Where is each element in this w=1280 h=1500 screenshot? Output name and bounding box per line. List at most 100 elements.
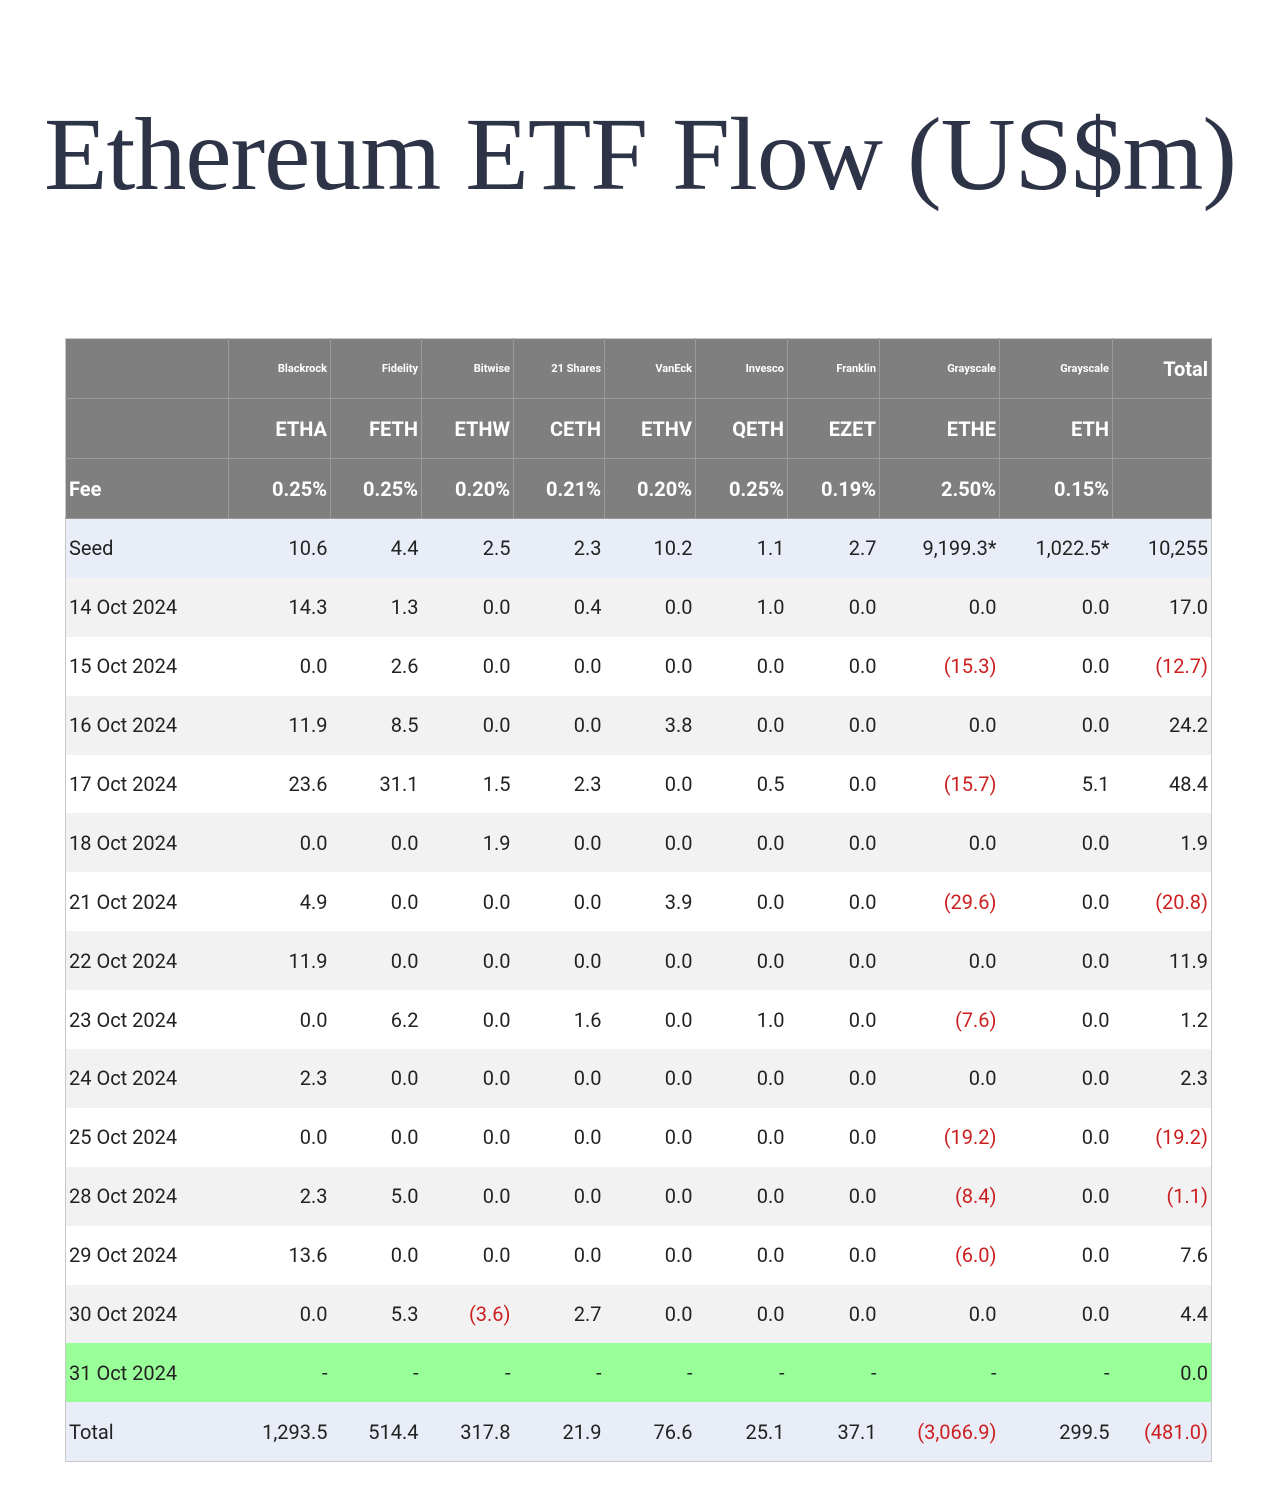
flow-value: 10.2	[604, 518, 696, 578]
flow-value: (15.3)	[879, 636, 1000, 696]
flow-value: 0.0	[879, 1284, 1000, 1344]
flow-value: -	[228, 1343, 331, 1403]
flow-value: -	[330, 1343, 422, 1403]
flow-value: 10,255	[1112, 518, 1212, 578]
flow-value: 0.0	[330, 1049, 422, 1108]
flow-value: 13.6	[228, 1225, 331, 1285]
flow-value: 0.0	[513, 1225, 605, 1285]
table-row: 24 Oct 2024 2.3 0.0 0.0 0.0 0.0 0.0 0.0 0.0 0.0 2.…	[65, 1049, 1212, 1108]
flow-value: 5.0	[330, 1166, 422, 1226]
table-row: 31 Oct 2024- - - - - - - - -0.0	[65, 1343, 1212, 1403]
ticker: ETH	[999, 398, 1113, 459]
issuer-name: Grayscale	[999, 338, 1113, 399]
flow-value: 299.5	[999, 1402, 1113, 1462]
fee: 0.25%	[695, 458, 788, 519]
flow-value: 2.3	[513, 518, 605, 578]
row-label: 21 Oct 2024	[65, 872, 229, 932]
flow-value: 0.0	[999, 636, 1113, 696]
row-label: 14 Oct 2024	[65, 577, 229, 637]
ticker: ETHW	[421, 398, 514, 459]
flow-value: 0.0	[604, 1225, 696, 1285]
ticker: QETH	[695, 398, 788, 459]
flow-value: 0.0	[513, 813, 605, 873]
flow-value: 0.0	[787, 1166, 880, 1226]
page-title: Ethereum ETF Flow (US$m)	[43, 97, 1237, 212]
flow-value: 37.1	[787, 1402, 880, 1462]
flow-value: 0.0	[999, 1049, 1113, 1108]
flow-value: (3.6)	[421, 1284, 514, 1344]
row-label: Seed	[65, 518, 229, 578]
flow-value: 11.9	[1112, 931, 1212, 991]
flow-value: 0.0	[695, 636, 788, 696]
issuer-name: VanEck	[604, 338, 696, 399]
flow-value: -	[604, 1343, 696, 1403]
flow-value: 0.0	[330, 1107, 422, 1167]
flow-value: 317.8	[421, 1402, 514, 1462]
flow-value: 0.0	[695, 813, 788, 873]
flow-value: 2.7	[513, 1284, 605, 1344]
flow-value: 5.3	[330, 1284, 422, 1344]
flow-value: 3.9	[604, 872, 696, 932]
flow-value: 0.0	[695, 1284, 788, 1344]
issuer-name: 21 Shares	[513, 338, 605, 399]
flow-value: 9,199.3*	[879, 518, 1000, 578]
flow-value: 14.3	[228, 577, 331, 637]
row-label: 25 Oct 2024	[65, 1107, 229, 1167]
header-cell	[65, 338, 229, 399]
flow-value: -	[787, 1343, 880, 1403]
flow-value: -	[421, 1343, 514, 1403]
flow-value: 2.6	[330, 636, 422, 696]
row-label: 31 Oct 2024	[65, 1343, 229, 1403]
flow-value: (6.0)	[879, 1225, 1000, 1285]
flow-value: 0.0	[330, 813, 422, 873]
flow-value: 0.5	[695, 754, 788, 814]
flow-value: 0.0	[604, 813, 696, 873]
table-row: 30 Oct 2024 0.0 5.3 (3.6) 2.7 0.0 0.0 0.0 0.0 0.0…	[65, 1284, 1212, 1344]
flow-value: 0.0	[228, 813, 331, 873]
table-row: 29 Oct 2024 13.6 0.0 0.0 0.0 0.0 0.0 0.0 (6.0) 0.…	[65, 1225, 1212, 1285]
fee: 0.20%	[604, 458, 696, 519]
flow-value: 0.0	[879, 577, 1000, 637]
flow-value: 0.0	[604, 1166, 696, 1226]
flow-value: 5.1	[999, 754, 1113, 814]
flow-value: (7.6)	[879, 990, 1000, 1050]
flow-value: 0.0	[604, 1049, 696, 1108]
flow-value: 0.0	[604, 990, 696, 1050]
flow-value: (20.8)	[1112, 872, 1212, 932]
flow-value: 0.0	[695, 1049, 788, 1108]
flow-value: 11.9	[228, 695, 331, 755]
header-cell	[65, 398, 229, 459]
flow-value: 0.0	[787, 577, 880, 637]
table-row: 15 Oct 2024 0.0 2.6 0.0 0.0 0.0 0.0 0.0 (15.3) 0.…	[65, 636, 1212, 696]
flow-value: 0.0	[421, 931, 514, 991]
flow-value: 17.0	[1112, 577, 1212, 637]
row-label: 23 Oct 2024	[65, 990, 229, 1050]
flow-value: 0.0	[879, 931, 1000, 991]
etf-flow-table: Blackrock Fidelity Bitwise 21 Shares VanEck I…	[65, 338, 1212, 1463]
flow-value: 1.5	[421, 754, 514, 814]
flow-value: 0.0	[513, 1049, 605, 1108]
flow-value: 1.9	[1112, 813, 1212, 873]
table-row: 14 Oct 2024 14.3 1.3 0.0 0.4 0.0 1.0 0.0 0.0 0.0 1…	[65, 577, 1212, 637]
row-label: 28 Oct 2024	[65, 1166, 229, 1226]
flow-value: 24.2	[1112, 695, 1212, 755]
flow-value: (481.0)	[1112, 1402, 1212, 1462]
flow-value: 0.0	[787, 990, 880, 1050]
header-row: ETHA FETH ETHW CETH ETHV QETH EZET ETHE ETH	[65, 398, 1212, 459]
flow-value: 0.0	[421, 872, 514, 932]
flow-value: 0.0	[513, 1166, 605, 1226]
flow-value: 0.0	[787, 1284, 880, 1344]
flow-value: 31.1	[330, 754, 422, 814]
total-header: Total	[1112, 338, 1212, 399]
table-row: Seed 10.6 4.4 2.5 2.3 10.2 1.1 2.7 9,199.3* 1,022…	[65, 518, 1212, 578]
fee: 0.25%	[330, 458, 422, 519]
flow-value: 1,293.5	[228, 1402, 331, 1462]
flow-value: 2.7	[787, 518, 880, 578]
flow-value: 0.0	[695, 1107, 788, 1167]
flow-value: 0.0	[999, 990, 1113, 1050]
issuer-name: Grayscale	[879, 338, 1000, 399]
flow-value: 4.4	[1112, 1284, 1212, 1344]
flow-value: (12.7)	[1112, 636, 1212, 696]
flow-value: 0.0	[513, 1107, 605, 1167]
